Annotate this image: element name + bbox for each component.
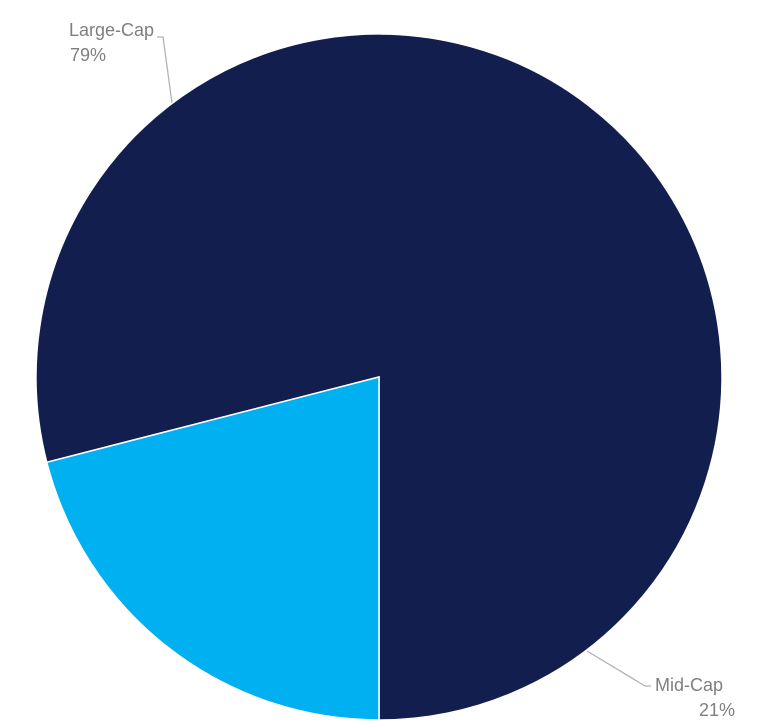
slices-layer (35, 33, 723, 721)
slice-label-mid-cap-value: 21% (699, 700, 735, 720)
slice-label-mid-cap-name: Mid-Cap (655, 675, 723, 695)
labels-layer: Large-Cap 79% Mid-Cap 21% (69, 20, 735, 720)
slice-label-large-cap-name: Large-Cap (69, 20, 154, 40)
pie-slice-mid-cap (45, 376, 380, 721)
leader-line-mid-cap (586, 650, 651, 687)
leader-line-large-cap (157, 36, 173, 104)
leader-lines-layer (157, 36, 651, 687)
slice-label-large-cap-value: 79% (70, 45, 106, 65)
